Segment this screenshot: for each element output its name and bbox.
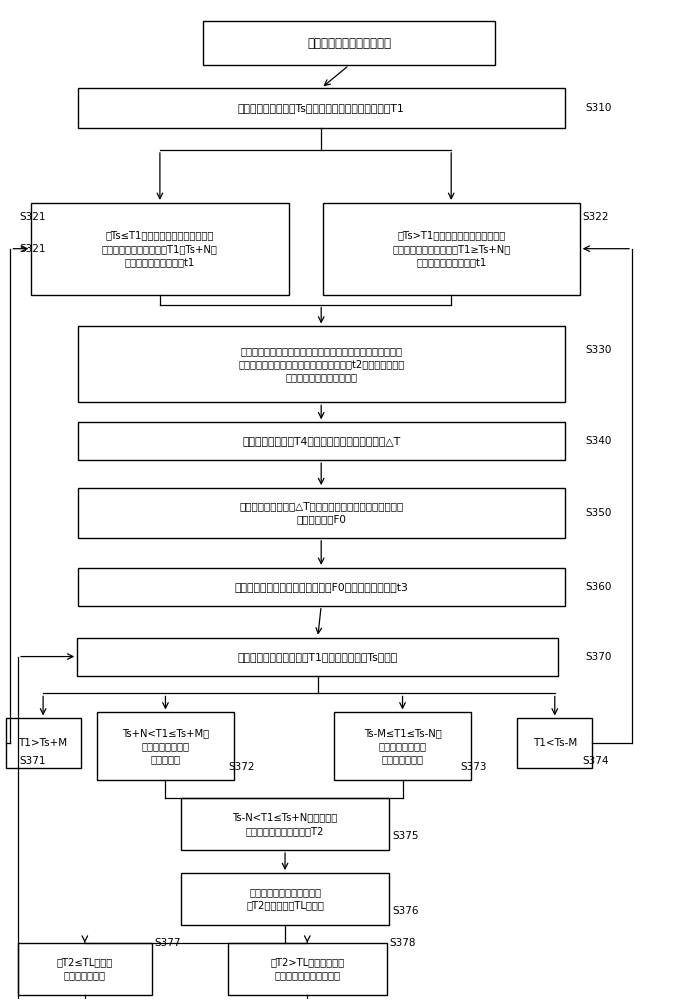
Text: 若是在制冷模式下，控制风速降为预设的最低风挡开始除湿；
若是在制热模式下，停机持续第二预设时长t2后再控制风速降
为预设的最低风挡开始除湿: 若是在制冷模式下，控制风速降为预设的最低风挡开始除湿； 若是在制热模式下，停机持… [238, 346, 404, 383]
Text: 开启空调器的恒温除湿功能: 开启空调器的恒温除湿功能 [307, 37, 391, 50]
Text: Ts-N<T1≤Ts+N，进一步检
测室内换热器的盘管温度T2: Ts-N<T1≤Ts+N，进一步检 测室内换热器的盘管温度T2 [232, 812, 338, 836]
Text: S321: S321 [20, 244, 46, 254]
Text: T1<Ts-M: T1<Ts-M [533, 738, 577, 748]
Text: S371: S371 [20, 756, 46, 766]
Text: S372: S372 [228, 762, 255, 772]
Bar [203, 21, 495, 65]
Bar [78, 488, 565, 538]
Text: 若Ts>T1，则控制空调器制热运行，
并且在所述室内实时温度T1≥Ts+N后
持续运行第一预设时长t1: 若Ts>T1，则控制空调器制热运行， 并且在所述室内实时温度T1≥Ts+N后 持… [392, 231, 510, 267]
Text: S370: S370 [586, 652, 611, 662]
Text: Ts+N<T1≤Ts+M，
控制运行频率升高
预设单位值: Ts+N<T1≤Ts+M， 控制运行频率升高 预设单位值 [122, 728, 209, 765]
Text: 根据所述室内外温差△T获取预设的与之相对应的压缩机的
初始运行频率F0: 根据所述室内外温差△T获取预设的与之相对应的压缩机的 初始运行频率F0 [239, 501, 403, 525]
Bar [96, 712, 235, 780]
Text: 当T2>TL时，控制运行
频率升高所述预设单位值: 当T2>TL时，控制运行 频率升高所述预设单位值 [270, 957, 344, 980]
Bar [181, 798, 389, 850]
Text: S360: S360 [586, 582, 611, 592]
Text: 获取用户的设定温度Ts，并检测当前的室内实时温度T1: 获取用户的设定温度Ts，并检测当前的室内实时温度T1 [238, 103, 405, 113]
Text: 将所述室内换热器的盘管温
度T2与露点温度TL作比较: 将所述室内换热器的盘管温 度T2与露点温度TL作比较 [246, 887, 324, 910]
Text: 将检测到的室内实时温度T1与所述设定温度Ts作比较: 将检测到的室内实时温度T1与所述设定温度Ts作比较 [237, 652, 398, 662]
Text: S378: S378 [389, 938, 416, 948]
Bar [31, 203, 288, 295]
Bar [78, 88, 565, 128]
Text: S322: S322 [583, 212, 609, 222]
Bar [78, 326, 565, 402]
Text: S340: S340 [586, 436, 611, 446]
Text: S330: S330 [586, 345, 611, 355]
Text: Ts-M≤T1≤Ts-N，
控制运行频率降低
所述预设单位值: Ts-M≤T1≤Ts-N， 控制运行频率降低 所述预设单位值 [364, 728, 441, 765]
Text: S374: S374 [583, 756, 609, 766]
Text: S350: S350 [586, 508, 611, 518]
Text: 控制空调器按照所述初始运行频率F0运行第三预设时长t3: 控制空调器按照所述初始运行频率F0运行第三预设时长t3 [235, 582, 408, 592]
Bar [77, 638, 558, 676]
Text: S375: S375 [392, 831, 419, 841]
Text: S321: S321 [20, 212, 46, 222]
Bar [78, 422, 565, 460]
Text: 若Ts≤T1，则控制空调器制冷运行，
并且在所述室内实时温度T1＜Ts+N后
持续运行第一预设时长t1: 若Ts≤T1，则控制空调器制冷运行， 并且在所述室内实时温度T1＜Ts+N后 持… [102, 231, 218, 267]
Bar [78, 568, 565, 606]
Bar [517, 718, 593, 768]
Bar [6, 718, 81, 768]
Text: 检测室外环境温度T4，计算出实时的室内外温差△T: 检测室外环境温度T4，计算出实时的室内外温差△T [242, 436, 401, 446]
Text: S377: S377 [154, 938, 181, 948]
Text: T1>Ts+M: T1>Ts+M [19, 738, 68, 748]
Text: S376: S376 [392, 906, 419, 916]
Text: 当T2≤TL时，保
持运行频率不变: 当T2≤TL时，保 持运行频率不变 [57, 957, 113, 980]
Bar [334, 712, 471, 780]
Bar [181, 873, 389, 925]
Bar [228, 943, 387, 995]
Bar [322, 203, 580, 295]
Text: S310: S310 [586, 103, 611, 113]
Bar [18, 943, 151, 995]
Text: S373: S373 [460, 762, 487, 772]
